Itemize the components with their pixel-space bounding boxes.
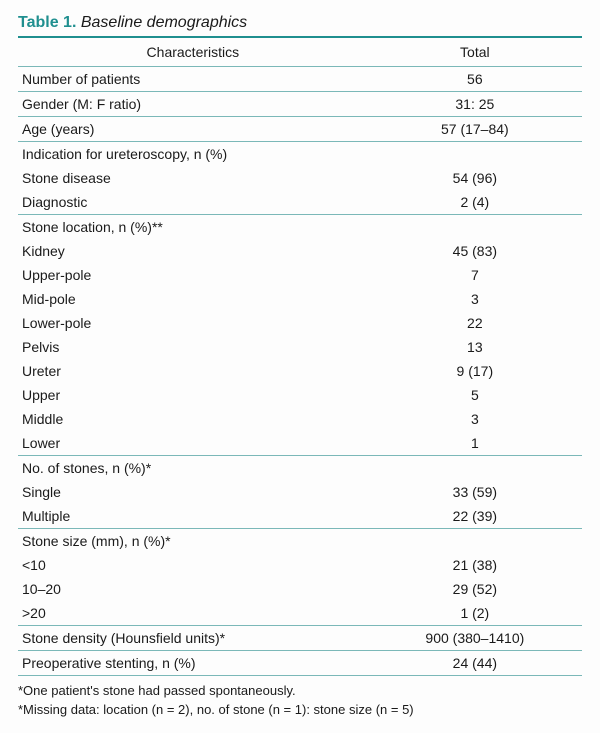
row-value: 7: [368, 263, 582, 287]
row-value: 3: [368, 407, 582, 431]
row-label: Middle: [18, 407, 368, 431]
table-row: Number of patients56: [18, 67, 582, 92]
table-row: Ureter9 (17): [18, 359, 582, 383]
row-label: Multiple: [18, 504, 368, 529]
table-row: Pelvis13: [18, 335, 582, 359]
row-value: 5: [368, 383, 582, 407]
table-row: Age (years)57 (17–84): [18, 117, 582, 142]
row-label: Diagnostic: [18, 190, 368, 215]
table-row: Lower-pole22: [18, 311, 582, 335]
row-label: Gender (M: F ratio): [18, 92, 368, 117]
row-value: 45 (83): [368, 239, 582, 263]
row-label: Mid-pole: [18, 287, 368, 311]
row-value: 29 (52): [368, 577, 582, 601]
title-caption: Baseline demographics: [81, 14, 247, 31]
table-row: Diagnostic2 (4): [18, 190, 582, 215]
row-value: 54 (96): [368, 166, 582, 190]
table-row: <1021 (38): [18, 553, 582, 577]
table-row: Stone location, n (%)**: [18, 215, 582, 240]
row-value: 900 (380–1410): [368, 626, 582, 651]
table-title: Table 1. Baseline demographics: [18, 14, 582, 32]
row-label: Number of patients: [18, 67, 368, 92]
table-row: Gender (M: F ratio)31: 25: [18, 92, 582, 117]
table-row: No. of stones, n (%)*: [18, 456, 582, 481]
footnote-line: *Missing data: location (n = 2), no. of …: [18, 701, 582, 719]
header-row: Characteristics Total: [18, 38, 582, 67]
row-value: 57 (17–84): [368, 117, 582, 142]
row-label: 10–20: [18, 577, 368, 601]
row-label: Lower: [18, 431, 368, 456]
table-row: Upper-pole7: [18, 263, 582, 287]
title-label: Table 1.: [18, 14, 76, 31]
row-value: 2 (4): [368, 190, 582, 215]
row-value: 24 (44): [368, 651, 582, 676]
table-row: Indication for ureteroscopy, n (%): [18, 142, 582, 167]
table-row: Upper5: [18, 383, 582, 407]
row-value: 22: [368, 311, 582, 335]
table-row: Multiple22 (39): [18, 504, 582, 529]
row-value: [368, 529, 582, 554]
row-value: [368, 142, 582, 167]
row-value: [368, 215, 582, 240]
row-label: Preoperative stenting, n (%): [18, 651, 368, 676]
demographics-table: Characteristics Total Number of patients…: [18, 38, 582, 676]
row-label: Lower-pole: [18, 311, 368, 335]
table-row: Single33 (59): [18, 480, 582, 504]
table-row: Preoperative stenting, n (%)24 (44): [18, 651, 582, 676]
row-value: 56: [368, 67, 582, 92]
row-label: Stone density (Hounsfield units)*: [18, 626, 368, 651]
row-value: [368, 456, 582, 481]
table-row: >201 (2): [18, 601, 582, 626]
group-label: No. of stones, n (%)*: [18, 456, 368, 481]
row-value: 31: 25: [368, 92, 582, 117]
row-label: Kidney: [18, 239, 368, 263]
row-value: 3: [368, 287, 582, 311]
row-label: <10: [18, 553, 368, 577]
row-value: 13: [368, 335, 582, 359]
table-row: Stone size (mm), n (%)*: [18, 529, 582, 554]
table-row: Stone density (Hounsfield units)*900 (38…: [18, 626, 582, 651]
row-label: >20: [18, 601, 368, 626]
row-value: 1 (2): [368, 601, 582, 626]
row-label: Upper-pole: [18, 263, 368, 287]
table-row: Lower1: [18, 431, 582, 456]
row-value: 22 (39): [368, 504, 582, 529]
footnotes: *One patient's stone had passed spontane…: [18, 682, 582, 718]
group-label: Stone size (mm), n (%)*: [18, 529, 368, 554]
row-label: Pelvis: [18, 335, 368, 359]
row-value: 21 (38): [368, 553, 582, 577]
row-value: 9 (17): [368, 359, 582, 383]
header-characteristics: Characteristics: [18, 38, 368, 67]
row-label: Age (years): [18, 117, 368, 142]
table-row: Stone disease54 (96): [18, 166, 582, 190]
row-label: Single: [18, 480, 368, 504]
table-row: Middle3: [18, 407, 582, 431]
table-row: Mid-pole3: [18, 287, 582, 311]
row-label: Stone disease: [18, 166, 368, 190]
group-label: Indication for ureteroscopy, n (%): [18, 142, 368, 167]
row-value: 33 (59): [368, 480, 582, 504]
group-label: Stone location, n (%)**: [18, 215, 368, 240]
row-label: Ureter: [18, 359, 368, 383]
row-value: 1: [368, 431, 582, 456]
footnote-line: *One patient's stone had passed spontane…: [18, 682, 582, 700]
row-label: Upper: [18, 383, 368, 407]
table-row: Kidney45 (83): [18, 239, 582, 263]
header-total: Total: [368, 38, 582, 67]
table-row: 10–2029 (52): [18, 577, 582, 601]
